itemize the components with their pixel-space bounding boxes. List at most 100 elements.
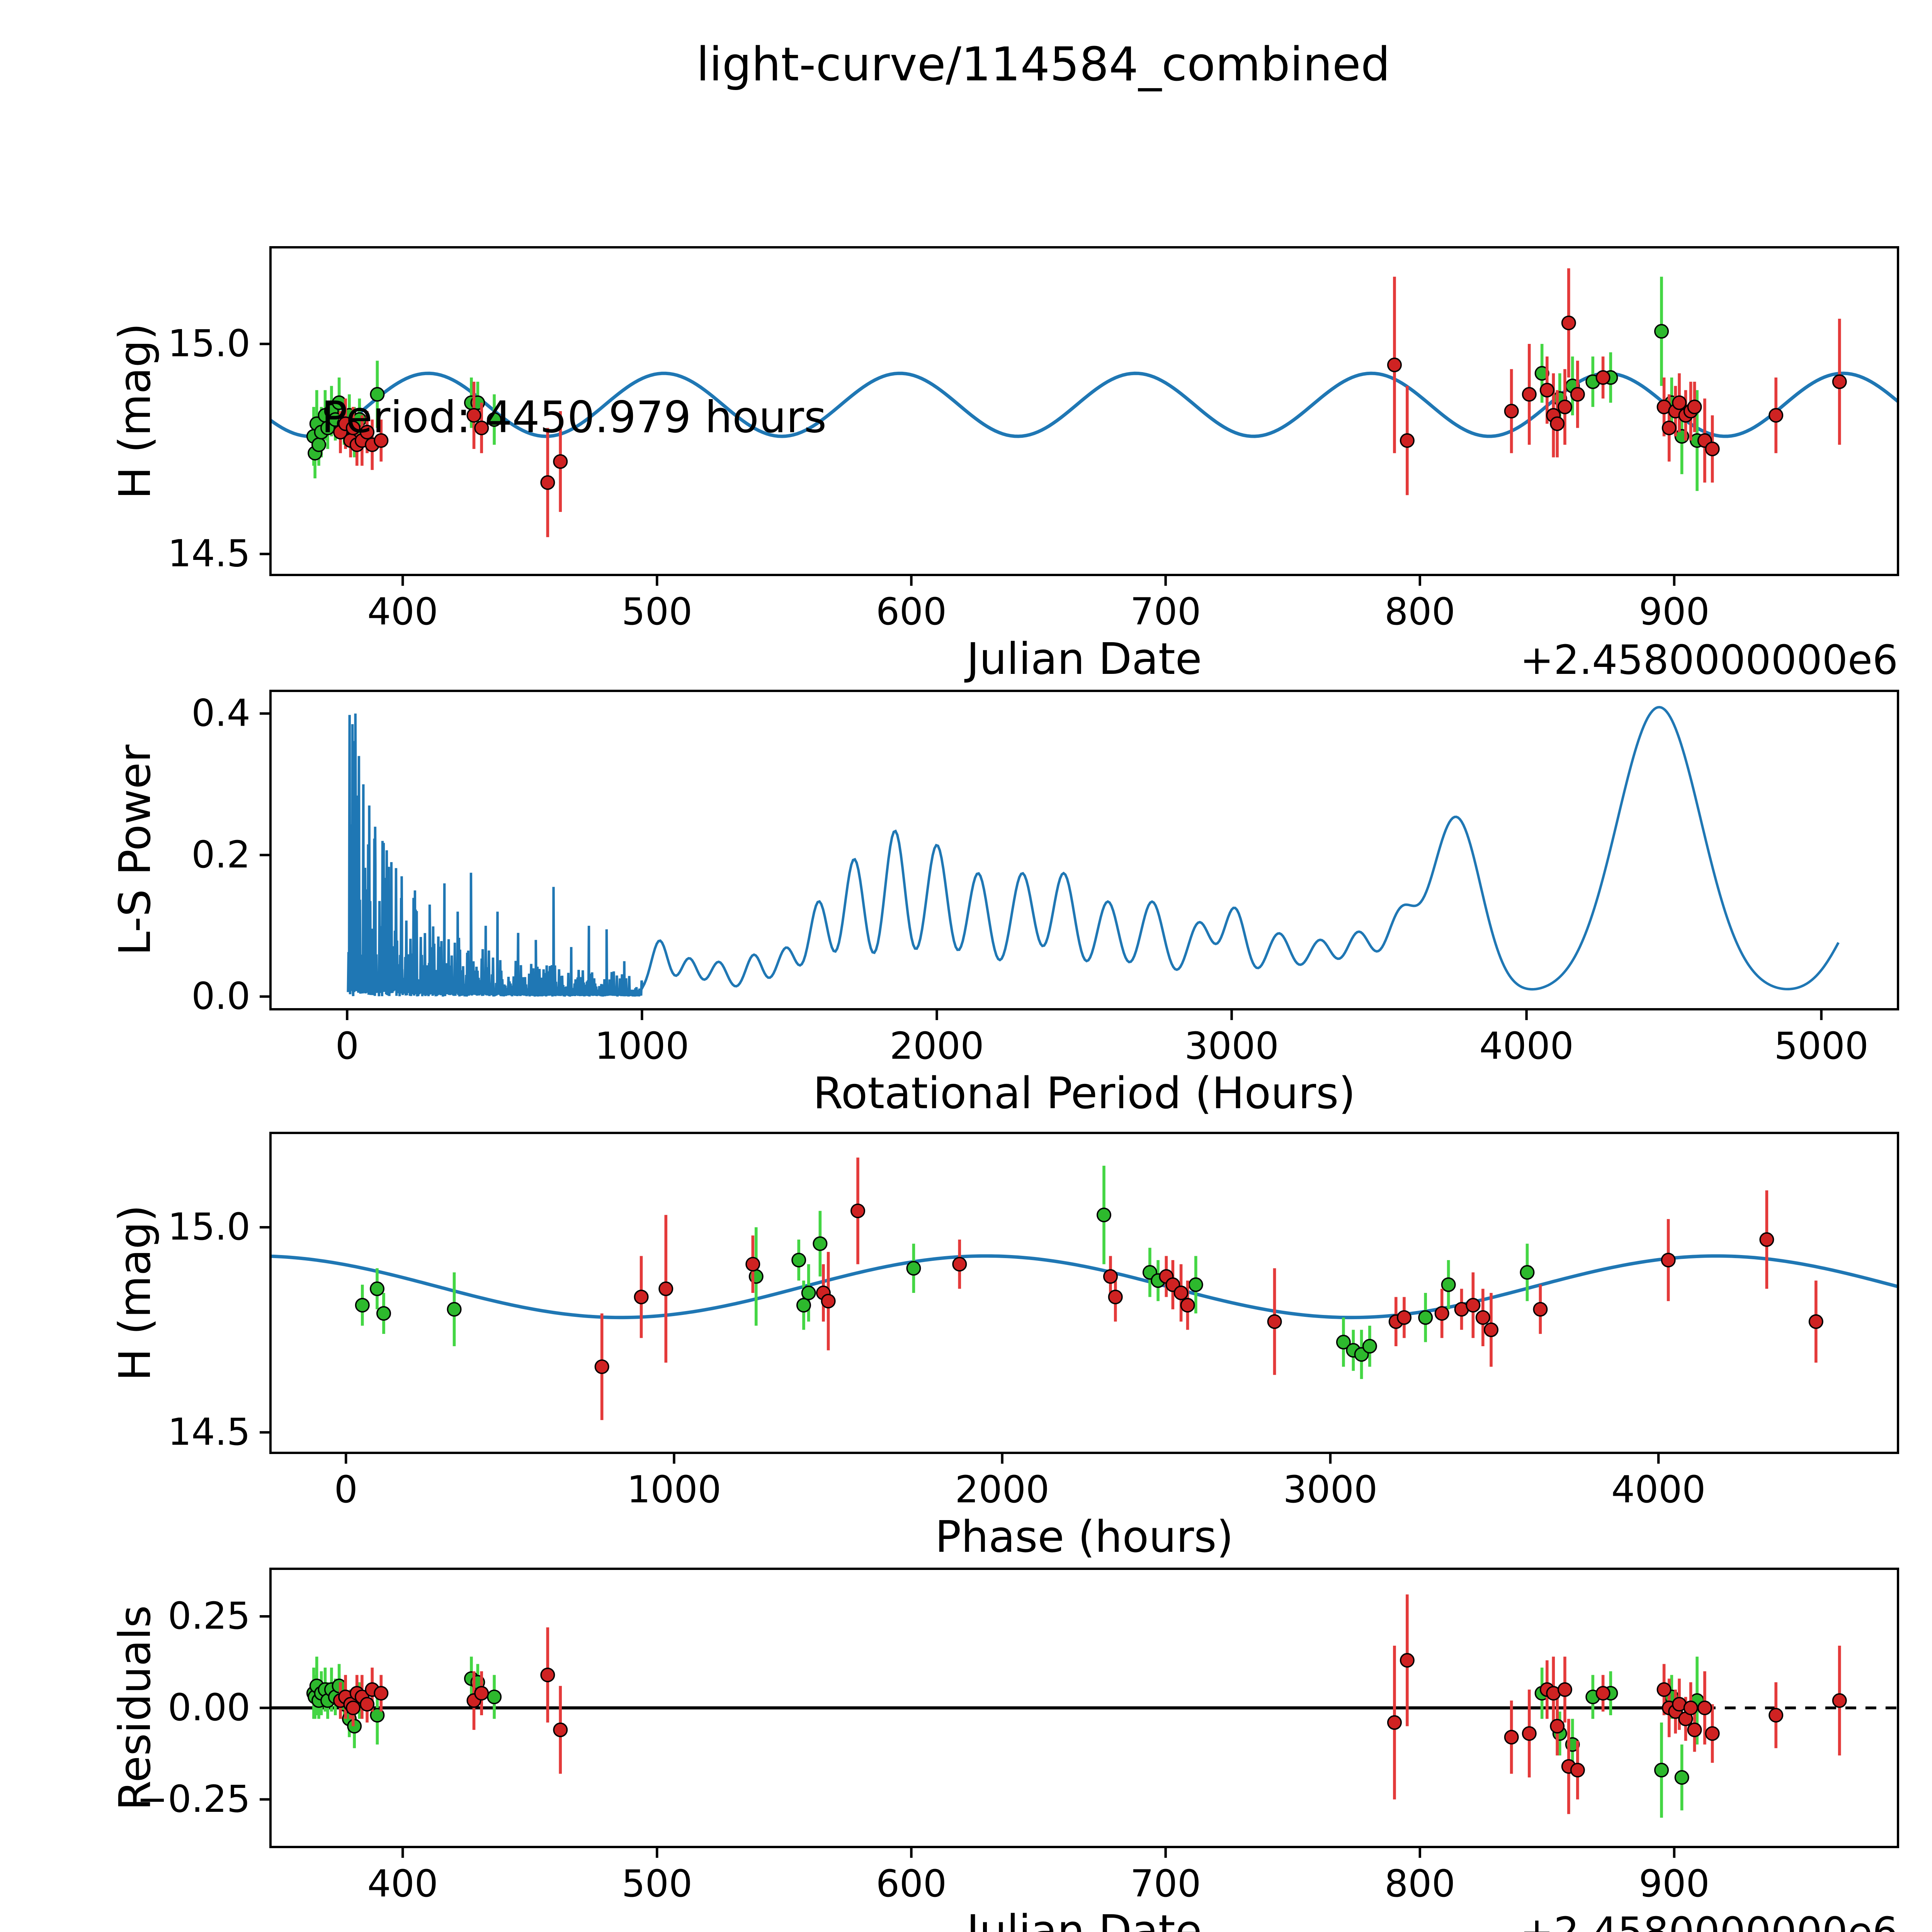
data-point [1654, 1763, 1669, 1778]
data-point [374, 433, 389, 448]
data-point [1108, 1289, 1123, 1304]
data-point [796, 1298, 811, 1313]
data-point [360, 425, 375, 440]
data-point [1769, 408, 1784, 423]
y-axis-label: H (mag) [110, 1205, 160, 1381]
data-point [360, 1697, 375, 1712]
data-point [1656, 1682, 1672, 1697]
data-point [370, 387, 385, 402]
green-errorbars [312, 1656, 1699, 1818]
period-annotation: Period: 4450.979 hours [321, 392, 827, 442]
data-point [1173, 1286, 1189, 1301]
data-point [594, 1359, 609, 1374]
data-point [345, 420, 361, 435]
x-tick-label: 600 [876, 1862, 947, 1905]
data-point [1504, 1730, 1519, 1745]
data-point [1687, 400, 1702, 415]
data-point [791, 1253, 806, 1268]
figure-panels: Period: 4450.979 hours 400 500 600 700 800 900… [110, 246, 1899, 1932]
data-point [355, 1298, 370, 1313]
data-point [1484, 1322, 1499, 1337]
data-point [1705, 441, 1720, 456]
periodogram-panel: 0 1000 2000 3000 4000 5000 0.0 0.2 0.4 Rotational… [110, 690, 1899, 1119]
panel-frame [269, 690, 1899, 1010]
x-tick-label: 600 [876, 590, 947, 633]
data-point [1832, 374, 1847, 389]
data-point [1387, 1715, 1402, 1730]
y-axis-label: H (mag) [110, 323, 160, 499]
green-errorbars [312, 277, 1699, 491]
data-point [1418, 1310, 1433, 1325]
data-point [487, 1689, 502, 1704]
data-point [540, 475, 555, 490]
data-point [1336, 1335, 1351, 1350]
data-point [1570, 387, 1585, 402]
data-point [1550, 1719, 1565, 1734]
x-axis-offset-text: +2.4580000000e6 [1520, 636, 1898, 684]
lightcurve-jd-panel: Period: 4450.979 hours 400 500 600 700 800 900… [110, 246, 1899, 684]
y-tick-label: 0.2 [191, 833, 250, 876]
data-point [474, 1686, 489, 1701]
x-tick-label: 800 [1384, 590, 1455, 633]
x-tick-label: 3000 [1283, 1468, 1378, 1511]
x-tick-label: 2000 [955, 1468, 1049, 1511]
x-tick-label: 4000 [1479, 1024, 1573, 1068]
x-tick-label: 700 [1130, 590, 1201, 633]
data-point [1180, 1298, 1195, 1313]
x-tick-label: 2000 [889, 1024, 984, 1068]
data-point [1267, 1314, 1282, 1329]
data-point [1400, 433, 1415, 448]
data-point [1570, 1763, 1585, 1778]
red-points [594, 1203, 1823, 1374]
data-point [447, 1302, 462, 1317]
data-point [1759, 1232, 1774, 1247]
data-point [634, 1289, 649, 1304]
data-point [345, 1700, 361, 1715]
data-point [850, 1203, 866, 1218]
x-tick-label: 700 [1130, 1862, 1201, 1905]
x-tick-label: 500 [622, 590, 692, 633]
data-point [1441, 1277, 1456, 1292]
data-point [906, 1261, 921, 1276]
data-point [1832, 1693, 1847, 1708]
y-tick-label: −0.25 [137, 1777, 250, 1821]
data-point [1103, 1269, 1118, 1284]
data-point [1808, 1314, 1823, 1329]
x-tick-label: 400 [367, 1862, 438, 1905]
x-tick-label: 900 [1639, 590, 1709, 633]
data-point [1520, 1265, 1535, 1280]
red-points [333, 1653, 1847, 1778]
y-tick-label: 0.25 [168, 1594, 250, 1638]
sinusoid-fit-curve [269, 371, 1899, 438]
data-point [952, 1257, 967, 1272]
data-point [1595, 370, 1611, 385]
x-tick-label: 1000 [595, 1024, 689, 1068]
x-axis-offset-text: +2.4580000000e6 [1520, 1908, 1898, 1932]
x-tick-label: 900 [1639, 1862, 1709, 1905]
data-point [1769, 1708, 1784, 1723]
residuals-panel: 400 500 600 700 800 900 −0.25 0.00 0.25 Julian Da… [110, 1568, 1899, 1932]
data-point [1466, 1298, 1481, 1313]
data-point [1557, 400, 1572, 415]
data-point [801, 1286, 816, 1301]
data-point [1674, 1770, 1689, 1785]
y-tick-label: 0.0 [191, 975, 250, 1018]
data-point [745, 1257, 760, 1272]
data-point [1697, 1700, 1712, 1715]
y-tick-label: 15.0 [168, 322, 250, 365]
x-tick-label: 1000 [627, 1468, 721, 1511]
panel-frame [269, 246, 1899, 576]
data-point [1096, 1208, 1111, 1223]
data-point [1188, 1277, 1203, 1292]
data-point [1396, 1310, 1412, 1325]
y-tick-label: 0.00 [168, 1686, 250, 1729]
y-tick-label: 14.5 [168, 532, 250, 575]
x-tick-label: 800 [1384, 1862, 1455, 1905]
data-point [1662, 420, 1677, 435]
data-point [1683, 1700, 1698, 1715]
data-point [540, 1667, 555, 1682]
y-tick-label: 14.5 [168, 1410, 250, 1454]
data-point [1561, 315, 1576, 330]
x-tick-label: 500 [622, 1862, 692, 1905]
